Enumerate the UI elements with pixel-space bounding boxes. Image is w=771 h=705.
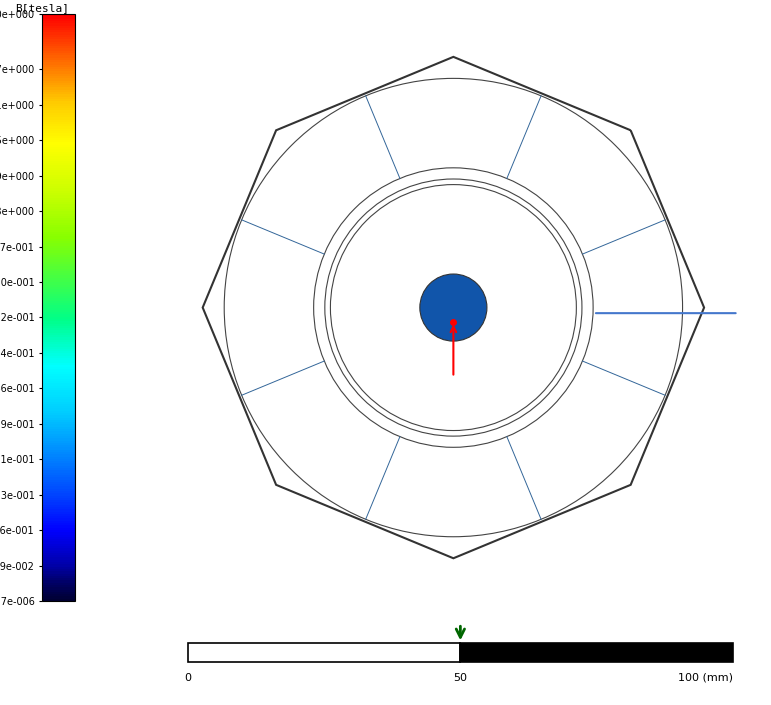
Circle shape	[420, 274, 487, 341]
Text: 50: 50	[453, 673, 467, 682]
Text: 100 (mm): 100 (mm)	[678, 673, 733, 682]
Text: B[tesla]: B[tesla]	[15, 4, 69, 13]
Bar	[188, 643, 460, 661]
Text: 0: 0	[184, 673, 191, 682]
Bar	[460, 643, 733, 661]
